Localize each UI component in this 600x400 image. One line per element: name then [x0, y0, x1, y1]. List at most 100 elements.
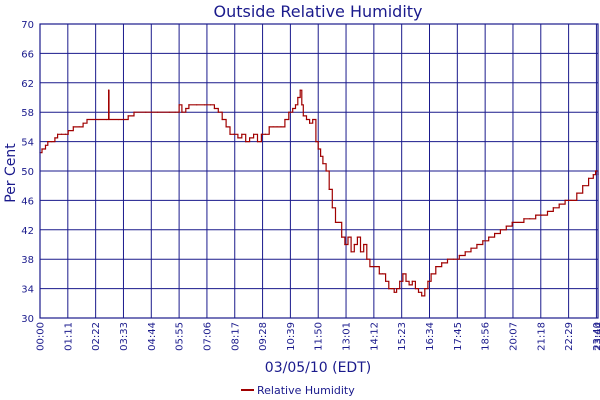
data-point: [570, 199, 572, 201]
data-point: [268, 126, 270, 128]
data-point: [344, 243, 346, 246]
data-point: [587, 177, 590, 179]
x-tick-label: 08:17: [230, 322, 241, 351]
data-point: [280, 126, 282, 128]
data-point: [499, 229, 502, 231]
data-point: [72, 126, 74, 128]
x-axis-label: 03/05/10 (EDT): [265, 360, 371, 376]
data-point: [441, 262, 443, 264]
data-point: [127, 115, 129, 117]
data-point: [117, 118, 119, 121]
x-tick-label: 13:01: [342, 322, 353, 351]
data-point: [299, 89, 301, 91]
data-point: [276, 126, 278, 128]
data-point: [470, 247, 472, 249]
data-point: [552, 207, 554, 209]
data-point: [452, 258, 455, 260]
data-point: [464, 251, 466, 253]
x-tick-label: 18:56: [481, 322, 492, 351]
data-point: [67, 129, 69, 132]
data-point: [123, 118, 125, 121]
data-point: [272, 126, 274, 128]
data-point: [82, 122, 84, 124]
data-point: [106, 118, 108, 121]
data-point: [421, 295, 423, 297]
y-tick-label: 46: [21, 196, 34, 207]
x-tick-label: 11:50: [314, 322, 325, 351]
data-point: [402, 273, 404, 275]
data-point: [241, 133, 243, 135]
data-point: [217, 111, 219, 113]
y-tick-label: 42: [21, 226, 34, 237]
x-tick-label: 02:22: [91, 322, 102, 351]
data-point: [435, 265, 437, 268]
data-point: [213, 107, 215, 110]
data-point: [44, 144, 47, 146]
data-point: [334, 221, 337, 224]
data-point: [188, 104, 190, 106]
data-point: [209, 104, 212, 106]
data-point: [41, 148, 43, 150]
data-point: [237, 137, 239, 139]
data-point: [378, 273, 380, 275]
data-point: [203, 104, 206, 106]
data-point: [47, 141, 49, 143]
data-point: [395, 288, 398, 290]
data-point: [51, 141, 53, 143]
x-tick-label: 05:55: [175, 322, 186, 351]
data-point: [297, 96, 299, 99]
data-point: [458, 254, 460, 257]
data-point: [493, 232, 496, 235]
data-point: [322, 163, 324, 165]
data-point: [381, 273, 384, 275]
data-point: [564, 199, 566, 201]
data-point: [245, 141, 247, 143]
y-axis-label: Per Cent: [3, 143, 19, 203]
data-point: [405, 280, 407, 282]
data-point: [388, 288, 390, 290]
data-point: [482, 240, 484, 242]
data-point: [372, 265, 374, 268]
data-point: [43, 148, 45, 150]
x-tick-label: 04:44: [147, 322, 158, 351]
data-point: [582, 185, 584, 187]
data-point: [366, 258, 368, 260]
x-axis-ticks: 00:00 01:11 02:22 03:33 04:44 05:55 07:06 08:17…: [36, 322, 600, 351]
data-point: [98, 118, 100, 121]
data-point: [78, 126, 80, 128]
data-point: [256, 141, 259, 143]
y-tick-label: 58: [21, 108, 34, 119]
data-point: [595, 170, 597, 172]
data-point: [252, 133, 255, 135]
plot-frame: [39, 23, 599, 319]
data-point: [350, 251, 352, 253]
x-tick-label: 22:29: [564, 322, 575, 351]
data-point: [328, 188, 330, 190]
data-point: [301, 104, 303, 106]
y-axis-ticks: 30 34 38 42 46 50 54 58 62 66 70: [21, 20, 34, 325]
data-point: [427, 280, 429, 282]
data-point: [359, 251, 362, 253]
data-point: [317, 148, 319, 150]
data-point: [424, 288, 426, 290]
plot-border: [39, 23, 599, 319]
data-point: [375, 265, 377, 268]
data-point: [54, 137, 56, 139]
data-point: [302, 115, 304, 117]
data-point: [185, 107, 187, 110]
data-point: [284, 118, 286, 121]
data-point: [592, 174, 594, 176]
legend-label-relative-humidity: Relative Humidity: [257, 384, 355, 397]
data-point: [446, 258, 449, 260]
data-point: [133, 111, 135, 113]
data-point: [225, 126, 227, 128]
y-tick-label: 62: [21, 79, 34, 90]
legend: Relative Humidity: [241, 384, 355, 397]
x-tick-label: 23:44: [594, 322, 600, 351]
data-point: [325, 170, 327, 172]
x-tick-label: 07:06: [202, 322, 213, 351]
data-point: [86, 118, 88, 121]
data-point: [476, 243, 478, 246]
data-point: [369, 265, 371, 268]
